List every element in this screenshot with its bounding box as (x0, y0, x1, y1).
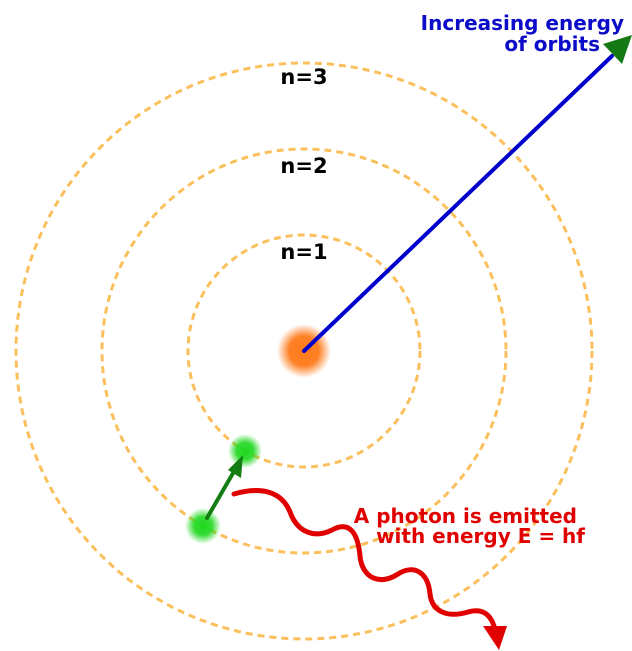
photon-arrow-head (483, 626, 507, 650)
transition-arrow-line (205, 466, 238, 520)
energy-label-line1: Increasing energy (421, 11, 624, 35)
energy-arrow-line (302, 54, 614, 353)
orbit-n3 (14, 61, 594, 641)
orbit-label-n2: n=2 (280, 154, 327, 178)
photon-wave (231, 488, 497, 629)
transition-arrow-head (228, 455, 243, 478)
orbit-label-n1: n=1 (280, 240, 327, 264)
photon-label-line1: A photon is emitted (354, 504, 577, 528)
orbit-n1 (186, 233, 422, 469)
energy-arrow-head (603, 35, 632, 64)
electron-outer (185, 508, 221, 544)
energy-label-line2: of orbits (504, 32, 600, 56)
orbit-n2 (100, 147, 508, 555)
electron-inner (228, 434, 262, 468)
orbit-label-n3: n=3 (280, 65, 327, 89)
photon-label-line2: with energy E = hf (376, 524, 585, 548)
